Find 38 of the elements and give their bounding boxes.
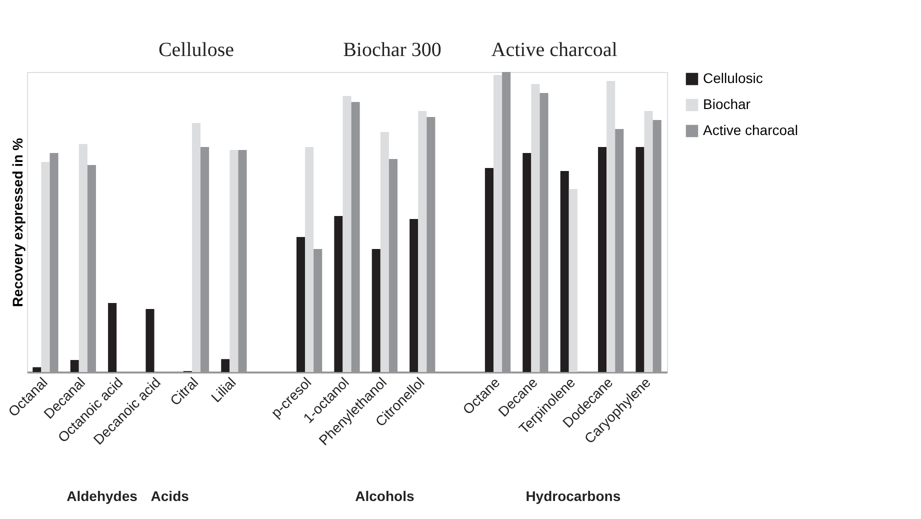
text: Alcohols	[355, 488, 414, 504]
bar	[568, 189, 578, 372]
bar	[522, 153, 532, 372]
text: Active charcoal	[491, 39, 618, 61]
bar	[644, 111, 653, 372]
bar	[305, 147, 314, 372]
legend-label: Biochar	[703, 96, 751, 112]
bar	[606, 81, 616, 372]
text: Biochar 300	[343, 39, 442, 61]
y-axis-title: Recovery expressed in %	[10, 138, 26, 307]
text: Aldehydes	[66, 488, 138, 504]
bar	[418, 111, 427, 372]
bar	[41, 162, 50, 372]
legend-label: Active charcoal	[703, 122, 798, 138]
bar	[342, 96, 352, 372]
bar	[484, 168, 494, 372]
legend-label: Cellulosic	[703, 70, 763, 86]
bar	[531, 84, 540, 372]
bar	[380, 132, 389, 372]
bar	[108, 303, 117, 372]
bar	[296, 237, 306, 372]
text: Hydrocarbons	[526, 488, 621, 504]
bar	[334, 216, 343, 372]
bar	[636, 147, 644, 372]
bar	[410, 219, 418, 372]
bar	[372, 249, 380, 372]
bar	[32, 367, 42, 372]
bar	[493, 75, 502, 372]
bar	[230, 150, 238, 372]
bar	[146, 309, 154, 372]
bar	[70, 360, 79, 372]
text: Acids	[150, 488, 190, 504]
bar	[192, 123, 201, 372]
bar	[78, 144, 88, 372]
bar	[221, 359, 230, 372]
bar	[560, 171, 569, 372]
bar	[598, 147, 607, 372]
text: Cellulose	[158, 39, 234, 61]
